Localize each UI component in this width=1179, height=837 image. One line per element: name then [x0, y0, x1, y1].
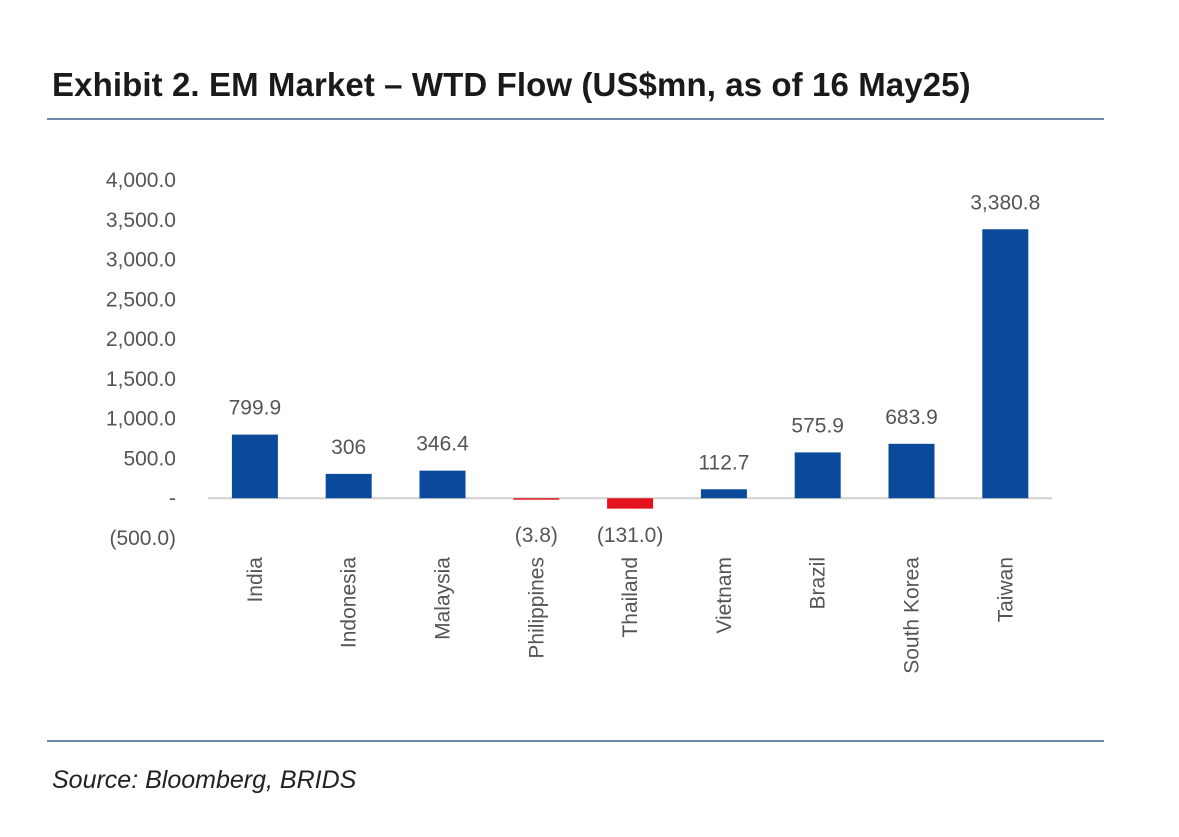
title-divider	[47, 118, 1104, 120]
bar	[607, 498, 654, 509]
x-tick-label: Vietnam	[713, 557, 736, 634]
x-tick-label: Philippines	[525, 557, 548, 659]
y-tick-label: 1,000.0	[106, 408, 176, 431]
x-tick-label: Malaysia	[432, 557, 455, 640]
data-label: 3,380.8	[970, 191, 1040, 214]
bars	[231, 229, 1029, 509]
source-divider	[47, 740, 1104, 742]
x-tick-label: Indonesia	[338, 557, 361, 648]
bar	[700, 489, 747, 499]
y-tick-label: 4,000.0	[106, 169, 176, 192]
x-tick-label: South Korea	[901, 557, 924, 674]
bar	[231, 434, 278, 499]
data-label: (131.0)	[597, 524, 664, 547]
bar	[888, 443, 935, 499]
y-tick-label: -	[169, 487, 176, 510]
bar-chart: (500.0) - 500.0 1,000.0 1,500.0 2,000.0 2,500.…	[106, 169, 1053, 674]
bar	[982, 229, 1029, 499]
chart-title: Exhibit 2. EM Market – WTD Flow (US$mn, …	[52, 66, 971, 103]
data-label: 799.9	[229, 397, 282, 420]
y-tick-label: (500.0)	[109, 527, 176, 550]
x-axis-labels: India Indonesia Malaysia Philippines Thailan…	[244, 557, 1017, 674]
x-tick-label: Thailand	[619, 557, 642, 638]
data-label: 575.9	[791, 414, 844, 437]
y-tick-label: 3,000.0	[106, 249, 176, 272]
data-label: 683.9	[885, 406, 938, 429]
source-note: Source: Bloomberg, BRIDS	[52, 766, 357, 794]
y-tick-label: 2,000.0	[106, 328, 176, 351]
x-tick-label: Taiwan	[994, 557, 1017, 622]
y-tick-label: 500.0	[123, 447, 176, 470]
bar	[513, 498, 560, 500]
x-tick-label: India	[244, 557, 267, 603]
y-tick-label: 1,500.0	[106, 368, 176, 391]
data-label: (3.8)	[515, 524, 558, 547]
bar	[325, 473, 372, 499]
data-label: 306	[331, 436, 366, 459]
x-tick-label: Brazil	[807, 557, 830, 610]
bar	[794, 452, 841, 499]
data-label: 346.4	[416, 433, 469, 456]
data-label: 112.7	[698, 451, 749, 474]
data-labels: 799.9 306 346.4 (3.8) (131.0) 112.7 575.9 683.9…	[229, 191, 1041, 547]
y-tick-label: 3,500.0	[106, 209, 176, 232]
y-tick-label: 2,500.0	[106, 288, 176, 311]
bar	[419, 470, 466, 499]
y-axis-ticks: (500.0) - 500.0 1,000.0 1,500.0 2,000.0 2,500.…	[106, 169, 176, 550]
